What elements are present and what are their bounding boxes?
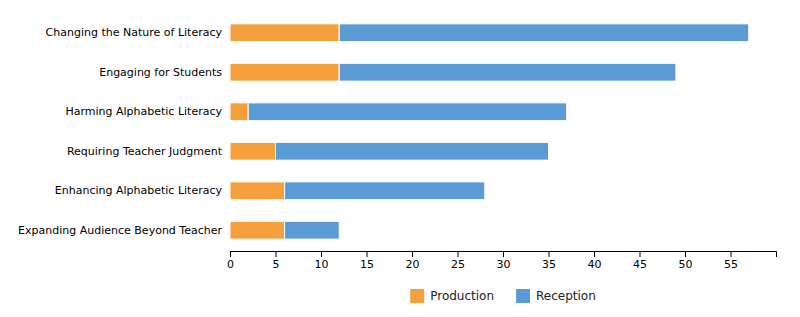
- x-tick: 15: [360, 251, 374, 271]
- x-tick: 0: [227, 251, 234, 271]
- x-tick-label: 50: [679, 258, 693, 271]
- y-tick: Changing the Nature of Literacy: [46, 26, 230, 39]
- x-tick: 40: [588, 251, 602, 271]
- x-tick-mark: [412, 251, 413, 257]
- legend-swatch: [410, 289, 424, 303]
- y-tick: Expanding Audience Beyond Teacher: [18, 224, 230, 237]
- y-tick: Requiring Teacher Judgment: [67, 145, 230, 158]
- x-tick: 50: [679, 251, 693, 271]
- x-tick-mark: [321, 251, 322, 257]
- x-tick: 25: [451, 251, 465, 271]
- bar: [230, 142, 276, 160]
- y-tick-label: Expanding Audience Beyond Teacher: [18, 224, 222, 237]
- bar: [230, 182, 285, 200]
- y-tick: Enhancing Alphabetic Literacy: [55, 184, 230, 197]
- bar: [230, 63, 339, 81]
- plot-area: 0 5 10 15 20 25 30 35 40 45 50 55 Expanding Audience…: [18, 24, 776, 271]
- y-tick: Engaging for Students: [99, 66, 230, 79]
- x-tick-mark: [458, 251, 459, 257]
- legend-label: Reception: [536, 289, 596, 303]
- x-tick-label: 0: [227, 258, 234, 271]
- x-tick-mark: [276, 251, 277, 257]
- x-tick-label: 5: [273, 258, 280, 271]
- legend-item: Reception: [516, 289, 596, 303]
- x-tick-mark: [731, 251, 732, 257]
- x-axis: 0 5 10 15 20 25 30 35 40 45 50 55: [227, 251, 777, 271]
- x-tick-mark: [367, 251, 368, 257]
- legend-label: Production: [430, 289, 494, 303]
- x-tick-mark: [503, 251, 504, 257]
- x-tick-label: 55: [724, 258, 738, 271]
- x-tick-mark: [549, 251, 550, 257]
- bar-series: [248, 24, 749, 239]
- x-tick-mark: [685, 251, 686, 257]
- bar: [339, 24, 749, 42]
- bar: [285, 221, 340, 239]
- legend: Production Reception: [410, 289, 596, 303]
- y-axis: Expanding Audience Beyond Teacher Enhanci…: [18, 26, 230, 237]
- x-tick-mark: [640, 251, 641, 257]
- bar-series: [230, 24, 339, 239]
- bar: [248, 103, 567, 121]
- x-tick-label: 20: [406, 258, 420, 271]
- x-tick: 10: [315, 251, 329, 271]
- y-tick-label: Changing the Nature of Literacy: [46, 26, 223, 39]
- x-tick-label: 35: [542, 258, 556, 271]
- x-axis-line: [231, 252, 777, 258]
- bar: [339, 63, 676, 81]
- x-tick: 55: [724, 251, 738, 271]
- x-tick-label: 15: [360, 258, 374, 271]
- x-tick-label: 45: [633, 258, 647, 271]
- bar: [276, 142, 549, 160]
- y-tick-label: Requiring Teacher Judgment: [67, 145, 223, 158]
- bar: [285, 182, 485, 200]
- y-tick-label: Enhancing Alphabetic Literacy: [55, 184, 223, 197]
- chart-svg: 0 5 10 15 20 25 30 35 40 45 50 55 Expanding Audience…: [0, 0, 800, 317]
- bar: [230, 221, 285, 239]
- y-tick-label: Engaging for Students: [99, 66, 222, 79]
- x-tick-label: 30: [497, 258, 511, 271]
- bar: [230, 103, 248, 121]
- chart-container: 0 5 10 15 20 25 30 35 40 45 50 55 Expanding Audience…: [0, 0, 800, 317]
- x-tick: 45: [633, 251, 647, 271]
- x-tick: 20: [406, 251, 420, 271]
- y-tick-label: Harming Alphabetic Literacy: [65, 105, 222, 118]
- x-tick-label: 10: [315, 258, 329, 271]
- bars: [230, 24, 749, 239]
- x-tick-label: 40: [588, 258, 602, 271]
- y-tick: Harming Alphabetic Literacy: [65, 105, 230, 118]
- bar: [230, 24, 339, 42]
- legend-swatch: [516, 289, 530, 303]
- x-tick: 35: [542, 251, 556, 271]
- x-tick: 5: [273, 251, 280, 271]
- legend-item: Production: [410, 289, 494, 303]
- x-tick-mark: [594, 251, 595, 257]
- x-tick-label: 25: [451, 258, 465, 271]
- x-tick: 30: [497, 251, 511, 271]
- x-tick-mark: [230, 251, 231, 257]
